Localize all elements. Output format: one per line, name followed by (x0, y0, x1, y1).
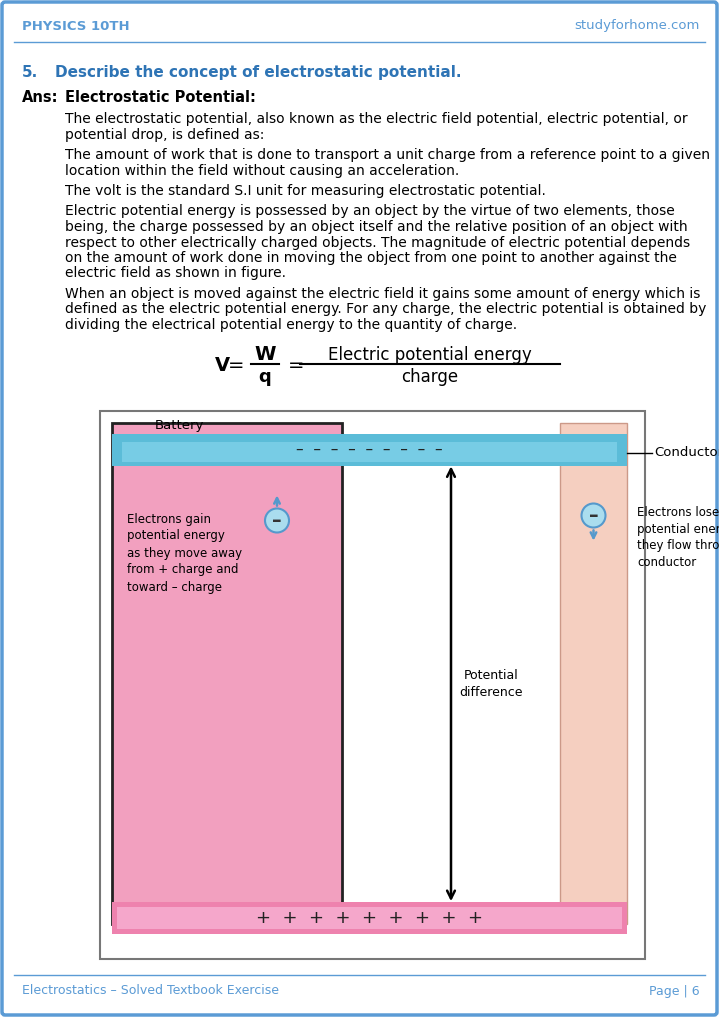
Text: V: V (215, 356, 230, 375)
Text: 5.: 5. (22, 65, 38, 80)
Bar (112, 422, 342, 924)
Text: W: W (255, 345, 276, 364)
Text: respect to other electrically charged objects. The magnitude of electric potenti: respect to other electrically charged ob… (65, 236, 690, 249)
Text: defined as the electric potential energy. For any charge, the electric potential: defined as the electric potential energy… (65, 302, 706, 316)
Text: Page | 6: Page | 6 (649, 984, 700, 998)
Text: potential drop, is defined as:: potential drop, is defined as: (65, 127, 265, 141)
Bar (112, 902, 627, 934)
Text: =: = (288, 356, 305, 375)
Text: q: q (259, 367, 271, 385)
Text: Potential
difference: Potential difference (459, 669, 523, 699)
Text: The amount of work that is done to transport a unit charge from a reference poin: The amount of work that is done to trans… (65, 148, 710, 162)
Bar (122, 441, 617, 462)
Text: Electric potential energy: Electric potential energy (328, 346, 532, 363)
Text: being, the charge possessed by an object itself and the relative position of an : being, the charge possessed by an object… (65, 220, 687, 234)
Text: –: – (589, 506, 598, 525)
Text: Electrostatic Potential:: Electrostatic Potential: (65, 89, 256, 105)
Circle shape (582, 503, 605, 528)
Text: location within the field without causing an acceleration.: location within the field without causin… (65, 164, 459, 178)
Text: =: = (228, 356, 244, 375)
Text: on the amount of work done in moving the object from one point to another agains: on the amount of work done in moving the… (65, 251, 677, 265)
Text: Describe the concept of electrostatic potential.: Describe the concept of electrostatic po… (55, 65, 462, 80)
Bar (560, 422, 627, 924)
Text: electric field as shown in figure.: electric field as shown in figure. (65, 266, 286, 281)
Text: The volt is the standard S.I unit for measuring electrostatic potential.: The volt is the standard S.I unit for me… (65, 184, 546, 198)
Text: PHYSICS 10TH: PHYSICS 10TH (22, 19, 129, 33)
Text: Electric potential energy is possessed by an object by the virtue of two element: Electric potential energy is possessed b… (65, 204, 674, 219)
Text: –: – (273, 511, 282, 530)
Bar (117, 907, 622, 929)
Text: The electrostatic potential, also known as the electric field potential, electri: The electrostatic potential, also known … (65, 112, 687, 126)
Text: –  –  –  –  –  –  –  –  –: – – – – – – – – – (296, 442, 443, 457)
Circle shape (265, 508, 289, 533)
Text: Battery: Battery (155, 419, 204, 431)
Text: Electrons gain
potential energy
as they move away
from + charge and
toward – cha: Electrons gain potential energy as they … (127, 513, 242, 594)
Text: When an object is moved against the electric field it gains some amount of energ: When an object is moved against the elec… (65, 287, 700, 301)
Bar (112, 433, 627, 466)
Text: Electrons lose
potential energy as
they flow through
conductor: Electrons lose potential energy as they … (637, 505, 719, 570)
Bar (100, 411, 645, 959)
Text: +  +  +  +  +  +  +  +  +: + + + + + + + + + (256, 909, 483, 928)
Text: Conductor: Conductor (654, 446, 719, 459)
Text: Electrostatics – Solved Textbook Exercise: Electrostatics – Solved Textbook Exercis… (22, 984, 279, 998)
Text: Ans:: Ans: (22, 89, 58, 105)
Text: dividing the electrical potential energy to the quantity of charge.: dividing the electrical potential energy… (65, 318, 517, 332)
Text: studyforhome.com: studyforhome.com (574, 19, 700, 33)
Text: charge: charge (401, 367, 459, 385)
